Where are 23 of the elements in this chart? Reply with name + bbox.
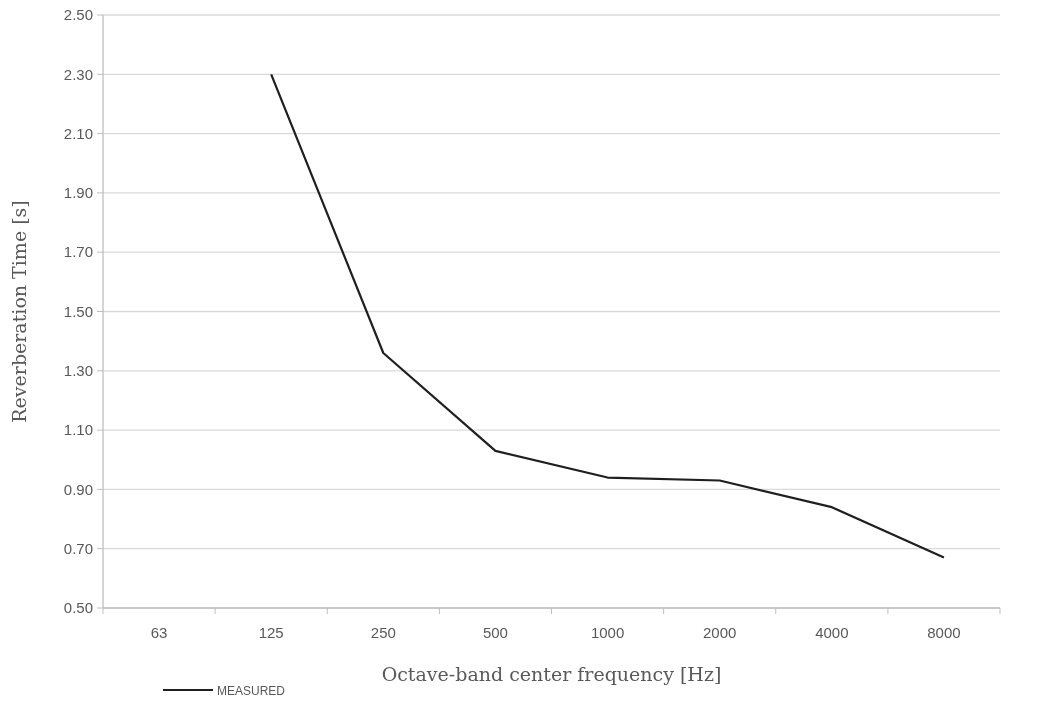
y-tick-label: 2.30 xyxy=(63,65,93,83)
x-tick-label: 4000 xyxy=(815,624,849,641)
y-tick-label: 1.10 xyxy=(63,421,93,439)
x-tick-label: 1000 xyxy=(590,624,625,641)
y-tick-label: 1.50 xyxy=(63,302,93,320)
y-tick-label: 2.10 xyxy=(63,124,93,142)
y-tick-label: 0.70 xyxy=(63,539,93,557)
x-tick-label: 125 xyxy=(258,624,284,641)
legend-label: MEASURED xyxy=(217,684,286,698)
x-tick-label: 250 xyxy=(370,624,396,641)
y-tick-label: 1.30 xyxy=(63,362,93,380)
y-tick-label: 1.70 xyxy=(63,243,93,261)
y-axis-title: Reverberation Time [s] xyxy=(8,200,30,423)
x-axis-title: Octave-band center frequency [Hz] xyxy=(381,663,722,685)
x-tick-label: 2000 xyxy=(703,624,737,641)
y-tick-label: 2.50 xyxy=(63,6,93,24)
x-tick-label: 8000 xyxy=(927,624,961,641)
y-tick-label: 0.50 xyxy=(63,599,93,617)
y-tick-label: 0.90 xyxy=(63,480,93,498)
y-tick-label: 1.90 xyxy=(63,184,93,202)
line-series xyxy=(270,73,946,559)
x-tick-label: 500 xyxy=(482,624,508,641)
x-tick-label: 63 xyxy=(150,624,168,641)
